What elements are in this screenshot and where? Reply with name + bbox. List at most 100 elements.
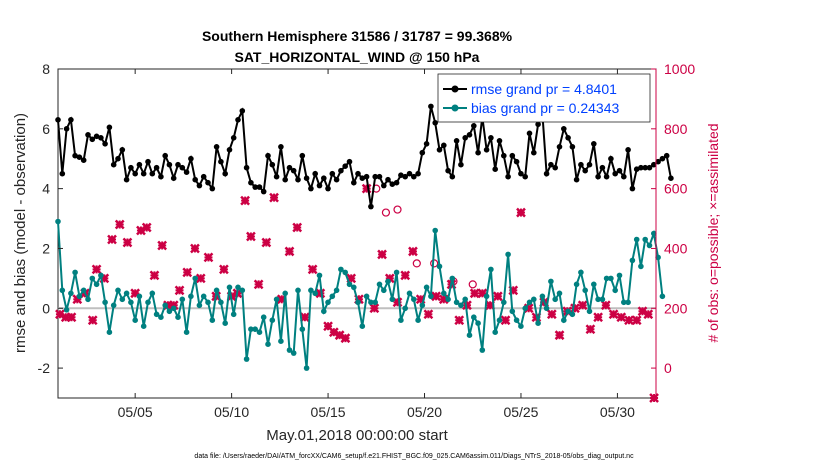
bias-point bbox=[419, 302, 426, 309]
rmse-point bbox=[668, 175, 674, 181]
bias-point bbox=[488, 266, 494, 273]
rmse-point bbox=[411, 173, 417, 180]
bias-point bbox=[128, 299, 134, 306]
bias-point bbox=[582, 287, 588, 294]
bias-point bbox=[200, 293, 207, 300]
bias-point bbox=[651, 230, 657, 237]
bias-point bbox=[389, 296, 396, 303]
bias-point bbox=[385, 278, 391, 285]
bias-point bbox=[175, 314, 181, 321]
rmse-point bbox=[599, 164, 606, 171]
y-tick-label: 2 bbox=[42, 240, 50, 256]
rmse-point bbox=[299, 152, 306, 159]
rmse-point bbox=[458, 161, 464, 168]
rmse-point bbox=[608, 155, 614, 162]
x-tick-label: 05/05 bbox=[118, 404, 153, 420]
rmse-point bbox=[363, 173, 370, 180]
assimilated-count-point bbox=[174, 285, 185, 296]
x-tick-label: 05/30 bbox=[600, 404, 635, 420]
bias-point bbox=[269, 317, 276, 324]
bias-point bbox=[278, 338, 284, 345]
assimilated-count-point bbox=[577, 300, 588, 311]
rmse-point bbox=[338, 167, 344, 174]
rmse-point bbox=[282, 176, 289, 183]
bias-point bbox=[325, 299, 331, 306]
rmse-point bbox=[535, 121, 541, 128]
bias-point bbox=[136, 293, 143, 300]
rmse-point bbox=[513, 158, 520, 165]
rmse-point bbox=[76, 154, 83, 160]
rmse-point bbox=[359, 175, 366, 181]
bias-point bbox=[376, 281, 383, 288]
rmse-point bbox=[638, 164, 644, 171]
assimilated-count-point bbox=[400, 270, 411, 281]
bias-point bbox=[346, 281, 353, 288]
legend-bias-marker bbox=[451, 104, 459, 112]
rmse-point bbox=[393, 179, 400, 186]
assimilated-count-point bbox=[149, 270, 160, 281]
rmse-point bbox=[140, 170, 147, 177]
assimilated-count-point bbox=[408, 246, 418, 257]
bias-point bbox=[436, 263, 443, 270]
assimilated-count-point bbox=[500, 315, 511, 326]
assimilated-count-point bbox=[516, 207, 526, 218]
bias-point bbox=[119, 296, 126, 303]
bias-point bbox=[629, 257, 636, 264]
rmse-point bbox=[175, 161, 181, 168]
rmse-point bbox=[153, 164, 160, 171]
rmse-point bbox=[98, 135, 104, 141]
rmse-point bbox=[509, 152, 516, 159]
possible-count-point bbox=[381, 208, 391, 217]
rmse-point bbox=[63, 126, 70, 132]
rmse-point bbox=[612, 170, 618, 177]
rmse-point bbox=[89, 136, 96, 143]
bias-point bbox=[458, 302, 464, 309]
bias-point bbox=[479, 347, 486, 353]
rmse-point bbox=[569, 144, 576, 150]
bias-point bbox=[423, 284, 430, 291]
rmse-point bbox=[419, 149, 426, 156]
bias-point bbox=[368, 299, 374, 306]
bias-point bbox=[518, 323, 524, 330]
rmse-point bbox=[80, 157, 87, 163]
bias-point bbox=[132, 317, 138, 324]
legend: rmse grand pr = 4.8401 bias grand pr = 0… bbox=[437, 73, 651, 123]
assimilated-count-point bbox=[469, 288, 480, 299]
rmse-series bbox=[55, 103, 674, 210]
rmse-point bbox=[325, 185, 331, 192]
bias-point bbox=[432, 227, 439, 234]
bias-point bbox=[355, 299, 361, 306]
rmse-point bbox=[329, 170, 336, 177]
rmse-point bbox=[213, 144, 220, 150]
assimilated-count-point bbox=[219, 264, 229, 275]
legend-box bbox=[437, 73, 651, 123]
y2-axis-label: # of obs: o=possible; ×=assimilated bbox=[705, 123, 721, 342]
bias-point bbox=[535, 320, 541, 327]
rmse-point bbox=[260, 188, 267, 195]
rmse-point bbox=[423, 141, 430, 147]
bias-point bbox=[321, 308, 327, 315]
rmse-point bbox=[445, 167, 451, 174]
bias-point bbox=[655, 254, 661, 261]
bias-point bbox=[170, 305, 177, 312]
bias-point bbox=[290, 350, 297, 356]
bias-point bbox=[273, 296, 280, 303]
assimilated-count-point bbox=[240, 195, 251, 206]
x-tick-label: 05/20 bbox=[407, 404, 442, 420]
bias-point bbox=[295, 287, 301, 294]
bias-point bbox=[646, 242, 653, 249]
assimilated-count-point bbox=[624, 315, 634, 326]
bias-point bbox=[248, 326, 254, 333]
bias-point bbox=[659, 293, 666, 300]
bias-point bbox=[85, 296, 91, 303]
assimilated-count-point bbox=[114, 219, 125, 230]
y2-tick-label: 0 bbox=[664, 360, 672, 376]
bias-point bbox=[526, 299, 533, 306]
bias-point bbox=[501, 299, 507, 306]
x-tick-label: 05/10 bbox=[214, 404, 249, 420]
rmse-point bbox=[196, 182, 203, 189]
rmse-point bbox=[586, 161, 593, 168]
bias-point bbox=[235, 284, 241, 291]
bias-point bbox=[591, 281, 597, 288]
y2-tick-label: 800 bbox=[664, 121, 688, 137]
